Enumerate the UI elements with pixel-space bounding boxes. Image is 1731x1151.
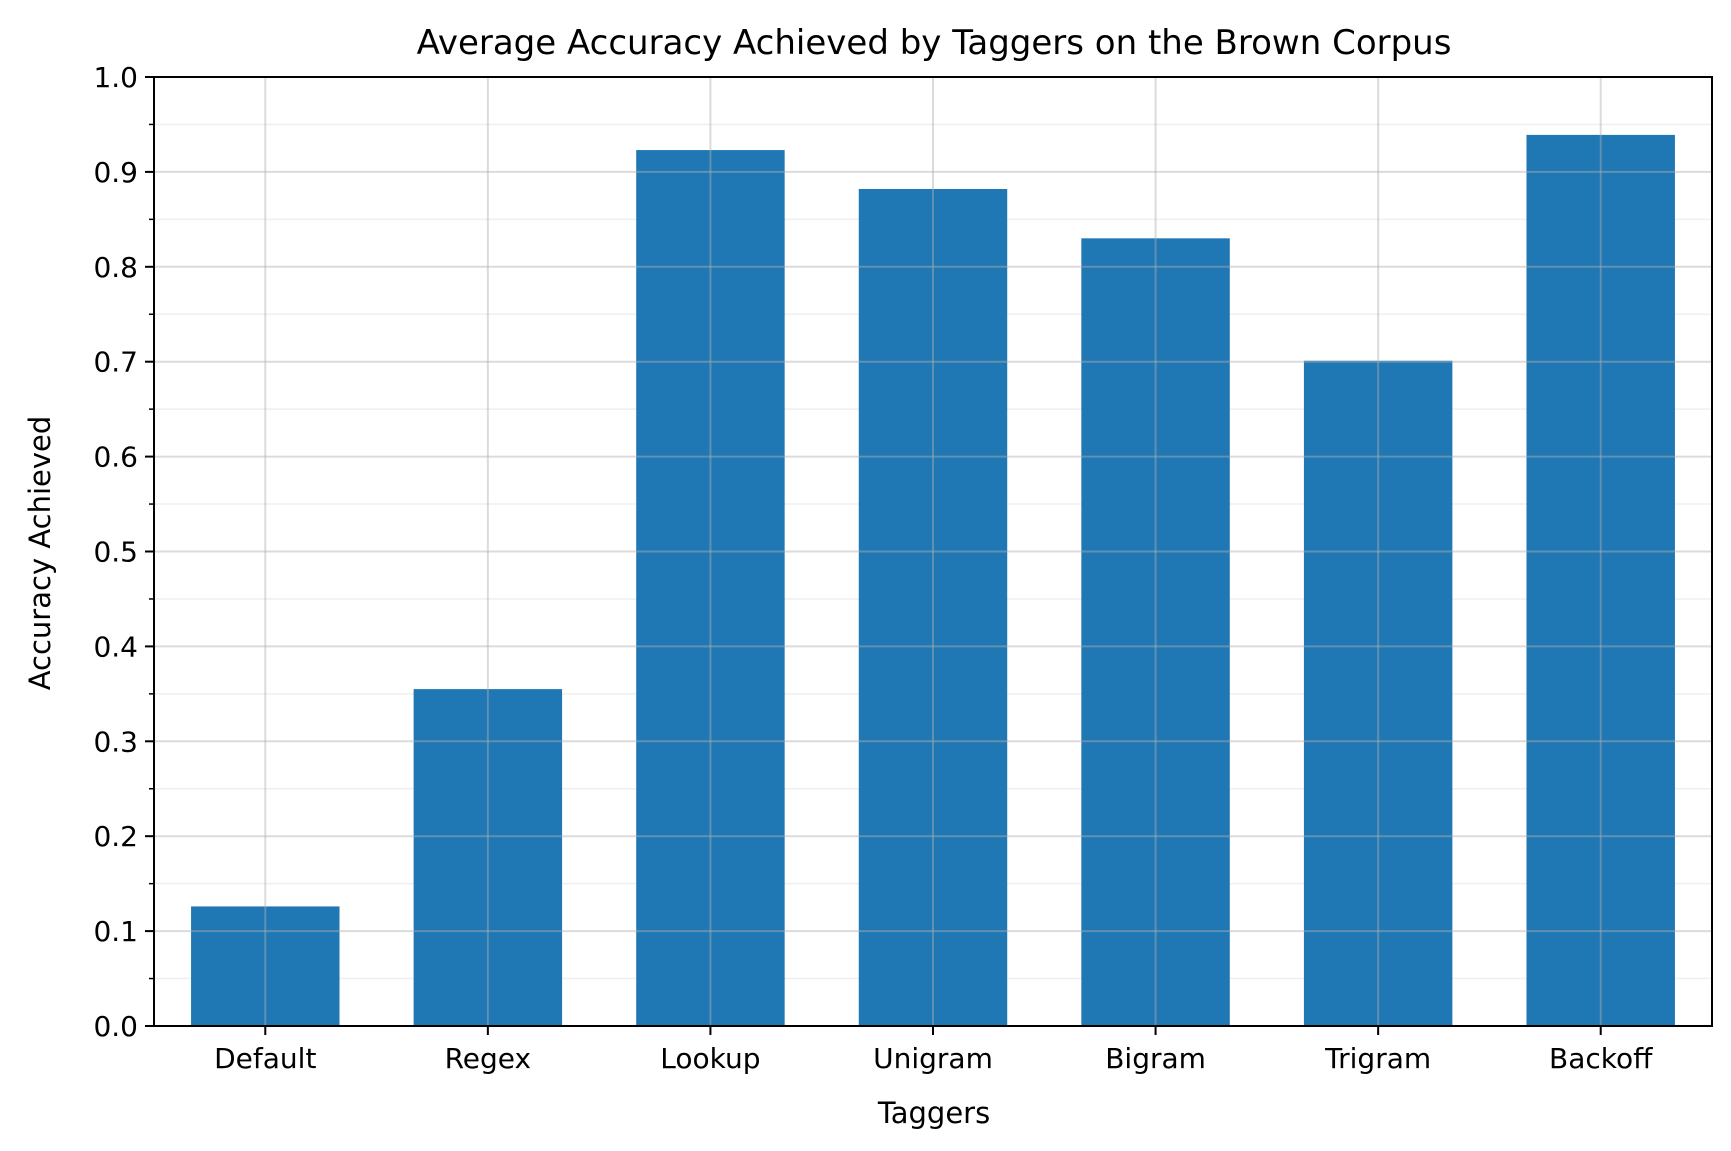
x-tick-label-bigram: Bigram [1105,1042,1206,1075]
x-axis-ticks: Default Regex Lookup Unigram Bigram Trigram Ba… [214,1026,1653,1075]
y-tick-label: 0.1 [93,915,138,948]
bar-unigram [858,188,1008,1026]
bar-default [191,906,340,1026]
y-tick-label: 0.8 [93,251,138,284]
chart-title: Average Accuracy Achieved by Taggers on … [417,23,1452,63]
y-tick-label: 0.7 [93,346,138,379]
bar-bigram [1081,238,1230,1026]
x-tick-label-default: Default [214,1042,316,1075]
y-tick-label: 0.3 [93,725,138,758]
bar-regex [413,689,563,1026]
x-tick-label-unigram: Unigram [873,1042,993,1075]
y-tick-label: 0.4 [93,630,138,663]
x-tick-label-backoff: Backoff [1549,1042,1653,1075]
x-tick-label-lookup: Lookup [660,1042,760,1075]
bar-lookup [636,150,785,1026]
bar-trigram [1303,360,1453,1027]
x-tick-label-trigram: Trigram [1324,1042,1431,1075]
y-tick-label: 0.9 [93,156,138,189]
y-tick-label: 1.0 [93,61,138,94]
y-tick-label: 0.6 [93,441,138,474]
major-gridlines [154,77,1712,1026]
y-tick-label: 0.2 [93,820,138,853]
y-axis-label: Accuracy Achieved [23,416,57,691]
bar-backoff [1526,134,1675,1026]
y-axis-ticks: 0.0 0.1 0.2 0.3 0.4 0.5 0.6 0.7 0.8 0.9 1.0 [93,61,154,1043]
y-tick-label: 0.5 [93,536,138,569]
y-tick-label: 0.0 [93,1010,138,1043]
x-tick-label-regex: Regex [445,1042,532,1075]
bars [191,134,1675,1027]
x-axis-label: Taggers [877,1096,990,1130]
